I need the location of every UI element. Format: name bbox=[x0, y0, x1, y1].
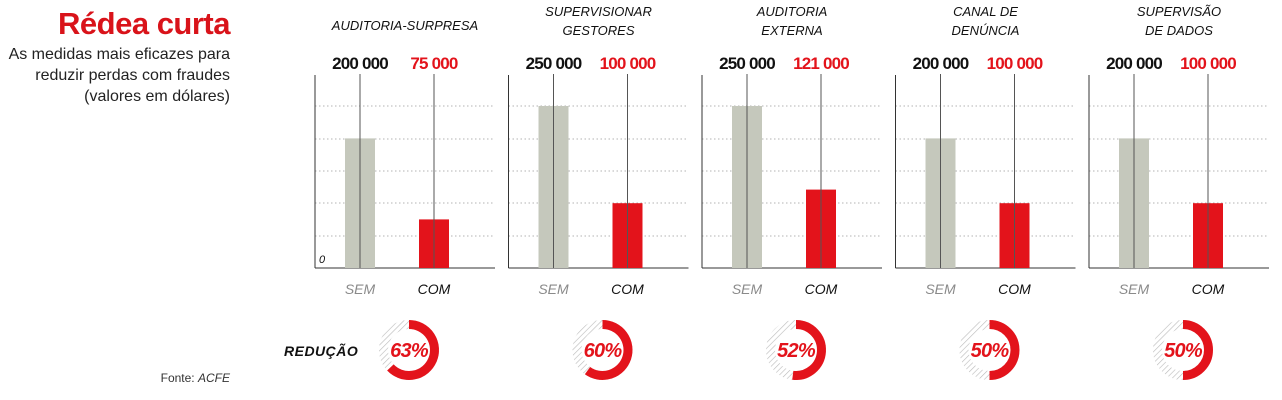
panel-4: CANAL DE DENÚNCIA 200 000 SEM 100 000 COM 50% bbox=[895, 4, 1076, 380]
source-name: ACFE bbox=[197, 371, 230, 385]
value-label-without: 250 000 bbox=[719, 54, 775, 73]
panel-2: SUPERVISIONAR GESTORES 250 000 SEM 100 000 CO… bbox=[508, 4, 689, 380]
reduction-value: 60% bbox=[584, 340, 623, 362]
value-label-with: 100 000 bbox=[987, 54, 1043, 73]
category-label-with: COM bbox=[998, 281, 1031, 297]
panel-3: AUDITORIA EXTERNA 250 000 SEM 121 000 COM 52% bbox=[701, 4, 882, 380]
panel-title: EXTERNA bbox=[761, 23, 822, 38]
category-label-without: SEM bbox=[345, 281, 376, 297]
chart-title: Rédea curta bbox=[58, 6, 230, 41]
panel-title: DENÚNCIA bbox=[952, 23, 1020, 38]
ring-fill bbox=[989, 320, 1020, 380]
value-label-without: 200 000 bbox=[332, 54, 388, 73]
value-label-with: 100 000 bbox=[1180, 54, 1236, 73]
value-label-with: 100 000 bbox=[600, 54, 656, 73]
value-label-without: 200 000 bbox=[913, 54, 969, 73]
category-label-without: SEM bbox=[538, 281, 569, 297]
category-label-without: SEM bbox=[925, 281, 956, 297]
category-label-with: COM bbox=[611, 281, 644, 297]
panel-1: AUDITORIA-SURPRESA 200 000 SEM 75 000 COM 0 63… bbox=[314, 18, 495, 380]
value-label-with: 121 000 bbox=[793, 54, 849, 73]
ring-fill bbox=[792, 320, 826, 380]
reduction-value: 63% bbox=[390, 340, 429, 362]
panel-title: AUDITORIA-SURPRESA bbox=[331, 18, 478, 33]
source-note: Fonte: ACFE bbox=[161, 371, 230, 385]
category-label-with: COM bbox=[805, 281, 838, 297]
reduction-value: 50% bbox=[971, 340, 1010, 362]
value-label-with: 75 000 bbox=[410, 54, 458, 73]
category-label-with: COM bbox=[418, 281, 451, 297]
reduction-row-label: REDUÇÃO bbox=[284, 343, 359, 359]
zero-label: 0 bbox=[319, 254, 326, 266]
category-label-without: SEM bbox=[1119, 281, 1150, 297]
ring-fill bbox=[584, 320, 633, 380]
panel-title: SUPERVISÃO bbox=[1137, 4, 1221, 19]
panel-title: CANAL DE bbox=[953, 4, 1018, 19]
chart-subtitle: As medidas mais eficazes para reduzir pe… bbox=[8, 46, 230, 105]
reduction-value: 52% bbox=[777, 340, 816, 362]
panel-title: AUDITORIA bbox=[756, 4, 828, 19]
category-label-with: COM bbox=[1192, 281, 1225, 297]
value-label-without: 200 000 bbox=[1106, 54, 1162, 73]
panel-title: GESTORES bbox=[562, 23, 634, 38]
category-label-without: SEM bbox=[732, 281, 763, 297]
reduction-value: 50% bbox=[1164, 340, 1203, 362]
value-label-without: 250 000 bbox=[526, 54, 582, 73]
panel-5: SUPERVISÃO DE DADOS 200 000 SEM 100 000 COM 50… bbox=[1088, 4, 1269, 380]
ring-fill bbox=[1182, 320, 1213, 380]
source-label: Fonte: bbox=[160, 371, 198, 385]
panel-title: SUPERVISIONAR bbox=[545, 4, 652, 19]
ring-fill bbox=[387, 320, 439, 380]
panel-title: DE DADOS bbox=[1145, 23, 1213, 38]
